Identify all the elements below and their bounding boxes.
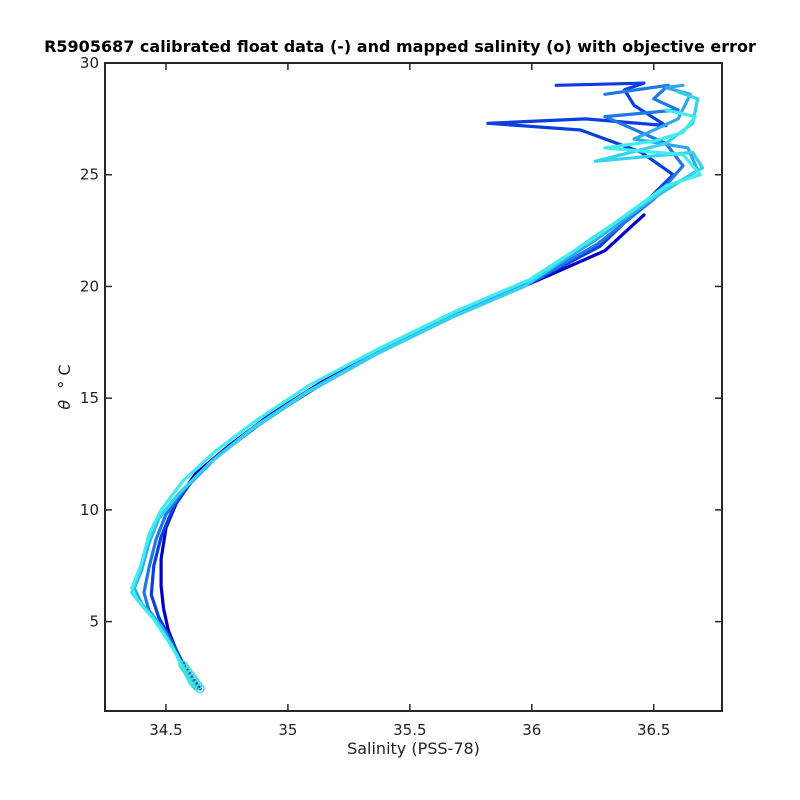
plot-area	[105, 63, 722, 711]
y-tick-label: 25	[80, 166, 99, 184]
y-tick-label: 10	[80, 501, 99, 519]
y-axis-ticks: 5 10 15 20 25 30	[80, 54, 722, 631]
y-tick-label: 30	[80, 54, 99, 72]
x-tick-label: 35	[278, 721, 297, 739]
y-tick-label: 15	[80, 389, 99, 407]
x-tick-label: 35.5	[393, 721, 426, 739]
chart-title: R5905687 calibrated float data (-) and m…	[44, 37, 756, 56]
x-tick-label: 36.5	[637, 721, 670, 739]
y-tick-label: 20	[80, 277, 99, 295]
mapped-point	[178, 660, 188, 670]
x-tick-label: 36	[522, 721, 541, 739]
x-axis-ticks: 34.5 35 35.5 36 36.5	[149, 63, 670, 739]
axes-frame	[104, 62, 723, 712]
x-axis-label: Salinity (PSS-78)	[347, 739, 480, 758]
y-tick-label: 5	[89, 613, 99, 631]
y-axis-symbol: θ	[55, 400, 74, 410]
y-axis-label: θ ° C	[55, 364, 74, 409]
series-layer	[130, 81, 705, 691]
y-axis-unit: ° C	[55, 364, 74, 388]
mapped-points-layer	[178, 660, 205, 694]
series-line-6	[130, 108, 702, 686]
x-tick-label: 34.5	[149, 721, 182, 739]
